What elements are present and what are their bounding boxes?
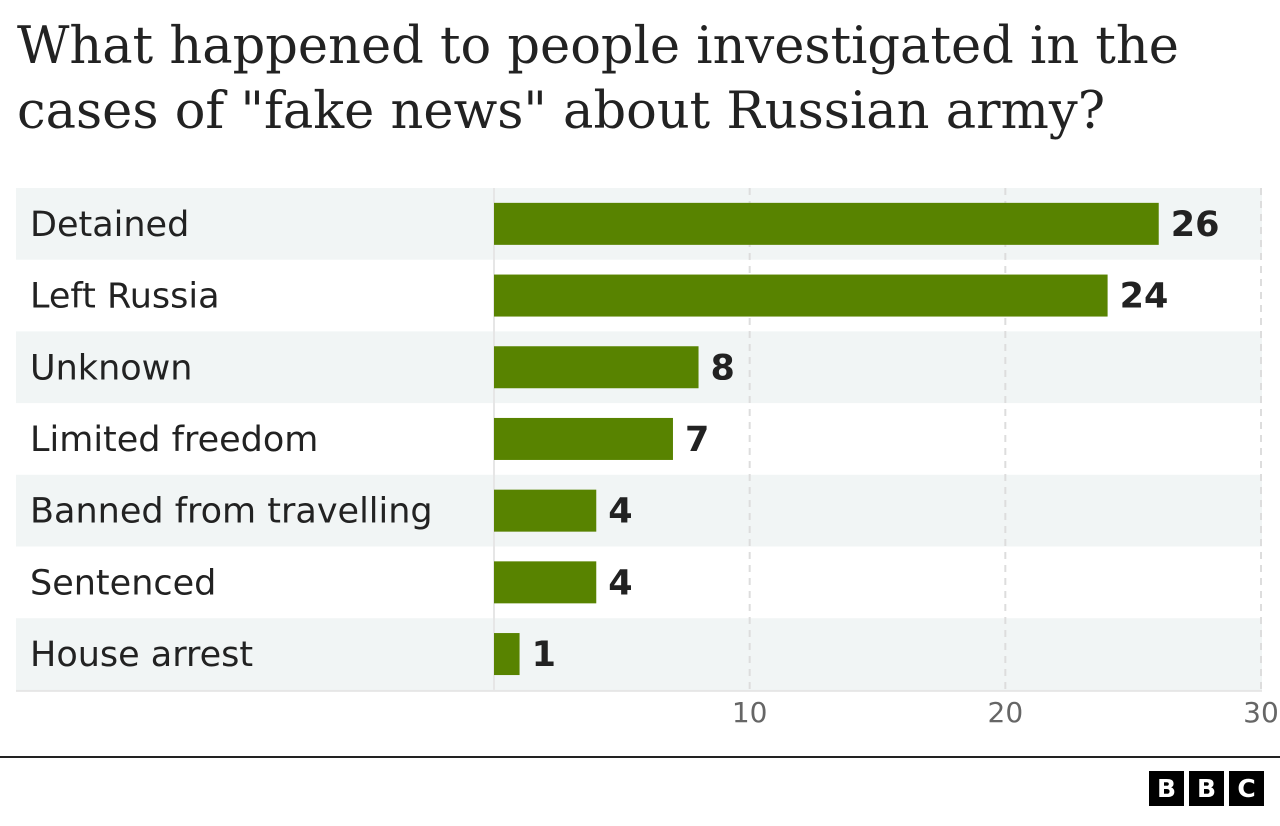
logo-letter-1: B [1149,771,1184,806]
bar [494,561,597,604]
data-label: 8 [711,348,735,388]
footer-divider [0,756,1280,758]
data-label: 4 [608,492,632,532]
category-label: Limited freedom [30,420,318,460]
bar [494,346,699,389]
data-label: 26 [1171,205,1220,245]
category-label: Banned from travelling [30,492,433,532]
x-tick-label: 20 [988,696,1024,729]
bar [494,417,673,460]
bar [494,202,1159,245]
logo-letter-3: C [1229,771,1264,806]
data-label: 24 [1120,277,1169,317]
bar [494,633,520,676]
bar [494,274,1108,317]
bbc-logo: B B C [1149,771,1264,806]
bar-chart: 10 20 30 Detained 26 Left Russia 24 Unknown 8 Lim… [16,188,1279,729]
row-stripe [16,474,1262,547]
row-stripe [16,618,1262,690]
chart-title: What happened to people investigated in … [17,17,1179,141]
data-label: 4 [608,563,632,603]
category-label: House arrest [30,635,253,675]
category-label: Sentenced [30,563,216,603]
logo-letter-2: B [1189,771,1224,806]
x-tick-label: 10 [732,696,768,729]
category-label: Unknown [30,348,192,388]
category-label: Detained [30,205,189,245]
data-label: 1 [532,635,556,675]
category-label: Left Russia [30,277,220,317]
bar [494,489,597,532]
data-label: 7 [685,420,709,460]
x-tick-label: 30 [1243,696,1279,729]
